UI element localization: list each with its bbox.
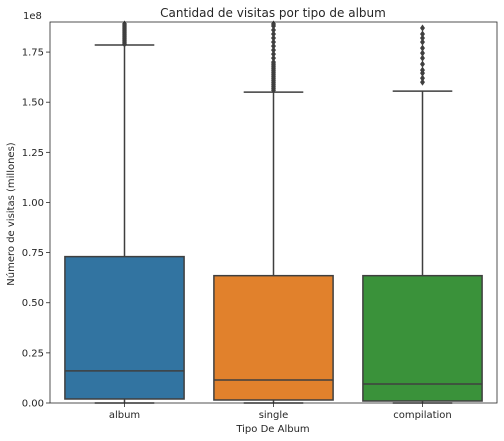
y-axis-title: Número de visitas (millones) bbox=[5, 142, 17, 285]
y-tick-label: 1.50 bbox=[22, 98, 44, 109]
outlier-point bbox=[419, 34, 426, 42]
outlier-point bbox=[270, 54, 277, 62]
outlier-point bbox=[419, 44, 426, 52]
plot-area: 0.00 0.25 0.50 0.75 1.00 1.25 1.50 1.75 album sin… bbox=[22, 20, 498, 421]
outlier-point bbox=[419, 49, 426, 57]
axes-frame bbox=[49, 21, 498, 404]
outlier-point bbox=[270, 20, 277, 28]
y-axis-offset-label: 1e8 bbox=[23, 11, 42, 22]
outlier-point bbox=[419, 66, 426, 74]
outlier-point bbox=[419, 78, 426, 86]
box-single bbox=[213, 274, 334, 401]
outlier-point bbox=[419, 30, 426, 38]
outlier-point bbox=[419, 38, 426, 46]
outlier-point bbox=[270, 26, 277, 34]
y-tick-label: 0.00 bbox=[22, 399, 44, 410]
outlier-point bbox=[270, 38, 277, 46]
outlier-point bbox=[419, 60, 426, 68]
x-tick-label: album bbox=[109, 410, 140, 421]
outlier-point bbox=[419, 74, 426, 82]
outlier-point bbox=[270, 42, 277, 50]
y-tick-label: 1.25 bbox=[22, 148, 44, 159]
outlier-point bbox=[270, 30, 277, 38]
x-tick-label: single bbox=[259, 410, 289, 421]
box-album bbox=[64, 255, 185, 400]
chart-title: Cantidad de visitas por tipo de album bbox=[160, 6, 386, 20]
outlier-point bbox=[270, 34, 277, 42]
y-tick-label: 0.75 bbox=[22, 248, 44, 259]
outlier-point bbox=[419, 24, 426, 32]
outlier-point bbox=[419, 54, 426, 62]
y-tick-label: 1.00 bbox=[22, 198, 44, 209]
box-compilation bbox=[362, 274, 483, 402]
outlier-point bbox=[270, 58, 277, 66]
x-tick-label: compilation bbox=[393, 410, 452, 421]
outlier-point bbox=[270, 50, 277, 58]
y-tick-label: 0.50 bbox=[22, 298, 44, 309]
outlier-point bbox=[270, 46, 277, 54]
x-axis-title: Tipo De Album bbox=[235, 424, 309, 435]
y-tick-label: 0.25 bbox=[22, 348, 44, 359]
y-tick-label: 1.75 bbox=[22, 48, 44, 59]
outlier-point bbox=[121, 20, 128, 28]
